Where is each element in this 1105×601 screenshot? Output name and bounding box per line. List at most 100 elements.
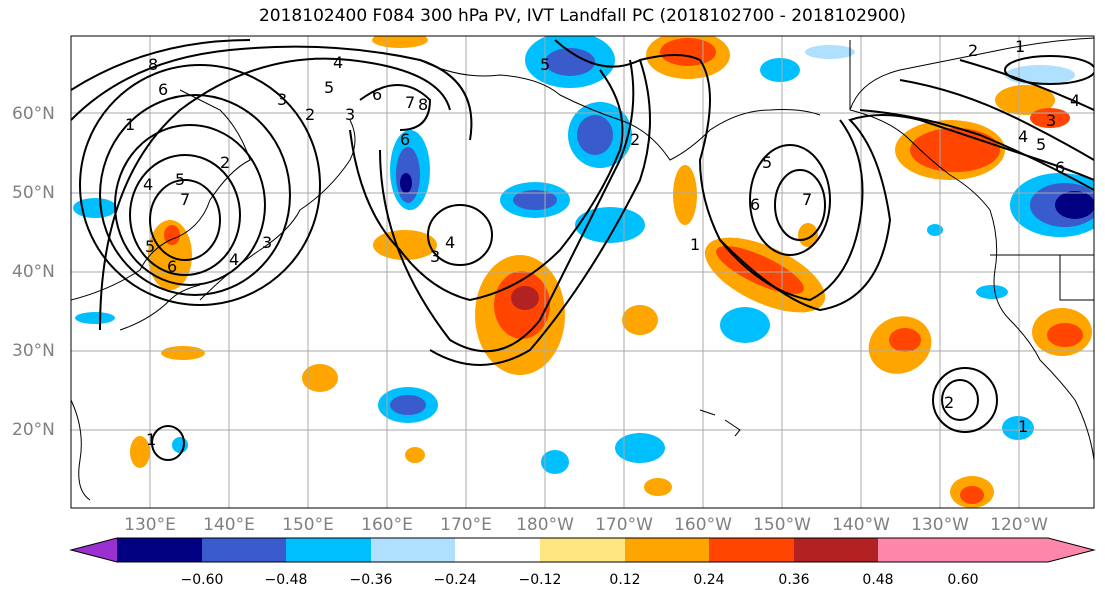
colorbar-cell [625,538,709,562]
lon-label: 180°W [516,515,574,535]
contour-label: 3 [262,233,272,252]
colorbar-cell [117,538,202,562]
contour-label: 5 [762,153,772,172]
contour-line [427,204,493,266]
contour-label: 6 [372,85,382,104]
contour-label: 3 [430,247,440,266]
colorbar-cell [963,538,1048,562]
pv-contours [71,39,1094,461]
contour-label: 1 [1015,37,1025,56]
lon-label: 130°W [911,515,969,535]
anomaly-negative [541,450,569,474]
anomaly-negative [976,285,1008,299]
lon-label: 150°W [753,515,811,535]
contour-label: 2 [220,153,230,172]
anomaly-negative [615,433,665,463]
colorbar-extend-high [1048,538,1094,562]
lon-label: 140°E [203,515,255,535]
contour-label: 2 [630,130,640,149]
contour-label: 6 [167,257,177,276]
anomaly-negative [1055,191,1094,219]
colorbar-tick-label: 0.36 [778,572,810,588]
anomaly-positive [910,128,1000,172]
anomaly-positive [405,447,425,463]
contour-line [774,169,826,241]
colorbar-tick-label: −0.24 [433,572,477,588]
contour-label: 2 [968,41,978,60]
lat-label-30n: 30°N [12,341,55,361]
contour-line [554,39,864,302]
anomaly-negative [513,190,557,210]
anomaly-negative [390,395,426,415]
anomaly-positive [130,436,150,468]
anomaly-positive [673,165,697,225]
contour-line [429,59,651,366]
colorbar-outline [69,537,1096,563]
contour-label: 7 [180,190,190,209]
anomaly-positive [164,225,180,245]
anomaly-negative [1002,416,1034,440]
plot-frame [70,35,1095,509]
contour-label: 4 [143,175,153,194]
contour-label: 5 [175,170,185,189]
colorbar-extend-low [71,538,117,562]
lon-label: 140°W [832,515,890,535]
anomaly-negative [577,115,613,155]
colorbar-cell [878,538,963,562]
contour-label: 6 [1055,158,1065,177]
colorbar-cell [371,538,455,562]
colorbar-cell [794,538,878,562]
colorbar-tick-label: −0.12 [518,572,562,588]
gridlines [71,36,1094,508]
anomaly-positive [660,38,716,66]
anomaly-positive [644,478,672,496]
map-title: 2018102400 F084 300 hPa PV, IVT Landfall… [258,6,906,26]
contour-label: 6 [750,195,760,214]
contour-line [899,79,1094,161]
contour-label: 5 [324,78,334,97]
anomaly-positive [889,328,921,352]
contour-line [99,57,451,331]
contour-label: 1 [125,115,135,134]
anomaly-positive [372,36,428,48]
contour-label: 5 [540,55,550,74]
colorbar-tick-label: 0.12 [609,572,641,588]
anomaly-negative [75,312,115,324]
anomaly-positive [1047,323,1083,347]
contour-line [71,45,473,141]
anomaly-negative [172,437,188,453]
contour-label: 7 [802,190,812,209]
contour-line [349,69,624,302]
contour-label: 2 [305,105,315,124]
colorbar-cell [455,538,540,562]
contour-line [941,379,979,421]
anomaly-positive [960,486,984,504]
lon-label: 120°W [990,515,1048,535]
colorbar-cell [202,538,286,562]
contour-label: 4 [445,233,455,252]
anomaly-positive [511,286,539,310]
anomaly-positive [995,85,1055,115]
contour-label: 4 [1070,91,1080,110]
contour-label: 6 [400,130,410,149]
contour-label: 1 [690,235,700,254]
lat-label-40n: 40°N [12,262,55,282]
anomaly-positive [161,346,205,360]
contour-label: 4 [1018,127,1028,146]
anomaly-positive [798,223,818,247]
contour-label: 2 [944,393,954,412]
lon-label: 150°E [282,515,334,535]
contour-line [129,154,241,276]
contour-label: 8 [418,95,428,114]
anomaly-negative [805,45,855,59]
contour-line [99,94,291,296]
colorbar-tick-label: −0.60 [180,572,224,588]
colorbar-tick-label: −0.36 [349,572,393,588]
anomaly-negative [545,48,595,76]
contour-line [79,64,321,306]
colorbar [69,537,1096,563]
contour-line [859,109,1094,191]
colorbar-cell [540,538,625,562]
contour-label: 3 [1046,111,1056,130]
